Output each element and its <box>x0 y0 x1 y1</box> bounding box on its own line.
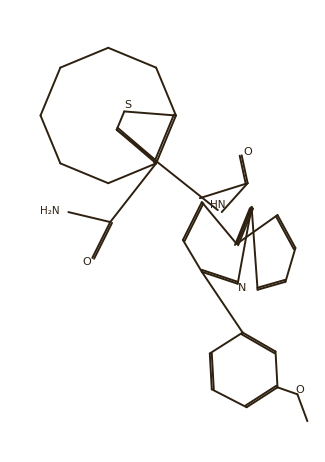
Text: O: O <box>82 257 91 267</box>
Text: HN: HN <box>210 200 226 210</box>
Text: O: O <box>243 147 252 158</box>
Text: O: O <box>295 385 304 395</box>
Text: H₂N: H₂N <box>40 206 59 216</box>
Text: S: S <box>125 100 132 110</box>
Text: N: N <box>238 283 246 293</box>
